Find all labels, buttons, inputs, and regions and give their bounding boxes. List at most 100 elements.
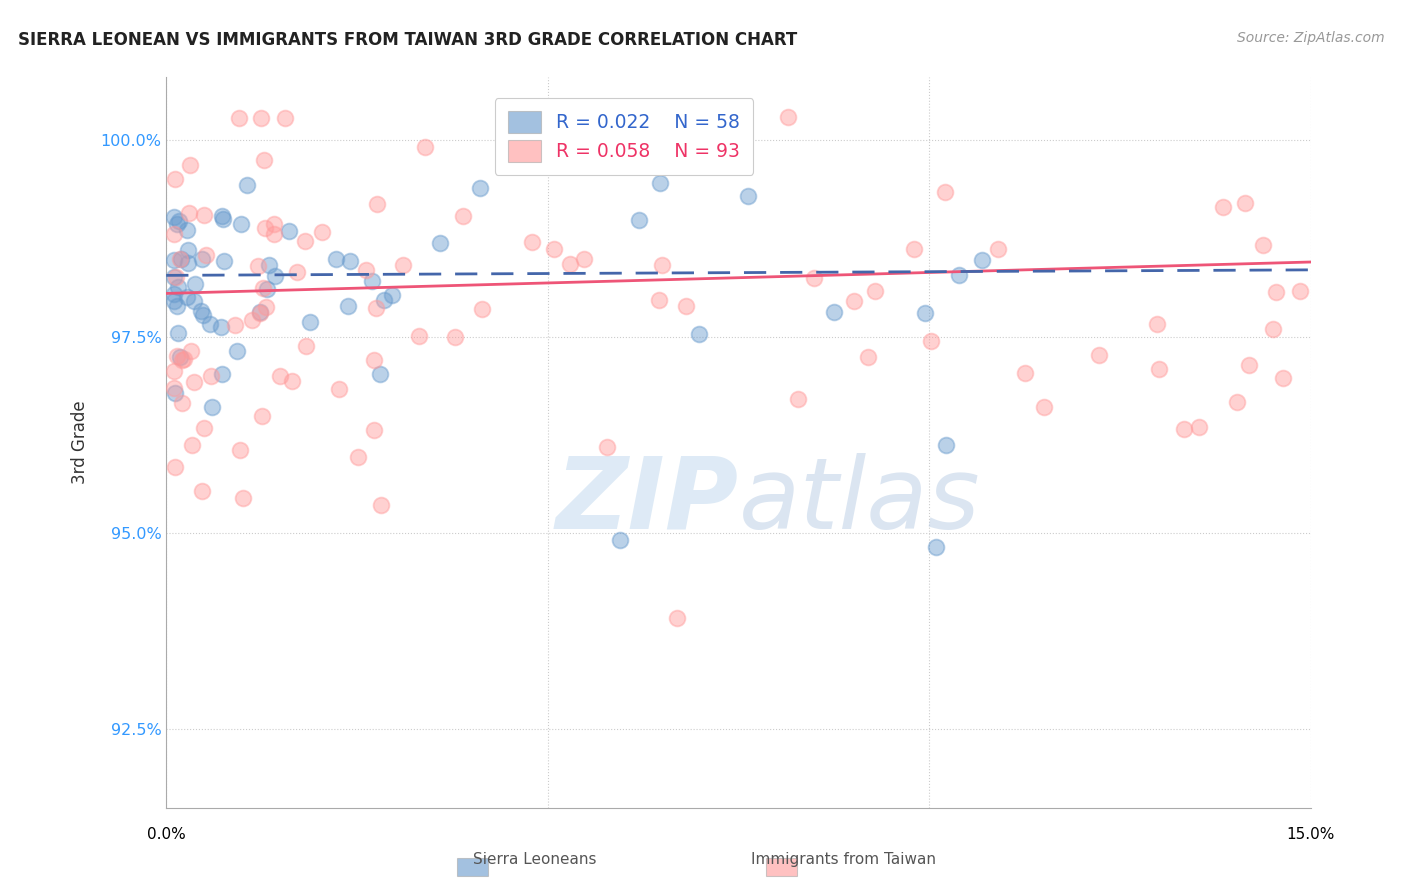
Point <box>370 498 392 512</box>
Point <box>166 349 188 363</box>
Point <box>429 235 451 250</box>
Point <box>920 334 942 348</box>
Point <box>628 213 651 227</box>
Point <box>1014 366 1036 380</box>
Point <box>247 259 270 273</box>
Point <box>311 226 333 240</box>
Point <box>191 483 214 498</box>
Point <box>1233 195 1256 210</box>
Point <box>176 290 198 304</box>
Point <box>274 111 297 125</box>
Point <box>253 153 276 168</box>
Point <box>184 277 207 292</box>
Point <box>803 271 825 285</box>
Point <box>471 301 494 316</box>
Text: ZIP: ZIP <box>555 452 738 549</box>
Point <box>1289 284 1312 298</box>
Point <box>935 438 957 452</box>
Point <box>470 181 492 195</box>
Point <box>1212 200 1234 214</box>
Point <box>252 281 274 295</box>
Text: atlas: atlas <box>738 452 980 549</box>
Point <box>193 208 215 222</box>
Point <box>354 263 377 277</box>
Point <box>231 218 253 232</box>
Point <box>392 258 415 272</box>
Point <box>710 110 733 124</box>
Point <box>166 217 188 231</box>
Text: Immigrants from Taiwan: Immigrants from Taiwan <box>751 852 936 867</box>
Point <box>856 350 879 364</box>
Point <box>212 254 235 268</box>
Point <box>1088 348 1111 362</box>
Point <box>165 459 187 474</box>
Text: 0.0%: 0.0% <box>146 828 186 842</box>
Point <box>253 220 276 235</box>
Point <box>201 400 224 414</box>
Point <box>520 235 543 249</box>
Point <box>235 178 257 193</box>
Point <box>1261 322 1284 336</box>
Point <box>163 253 186 268</box>
Point <box>325 252 347 267</box>
Point <box>169 350 191 364</box>
Point <box>172 353 194 368</box>
Point <box>249 305 271 319</box>
Point <box>648 293 671 307</box>
Point <box>225 344 247 359</box>
Point <box>180 344 202 359</box>
Point <box>572 252 595 266</box>
Point <box>294 339 316 353</box>
Point <box>361 274 384 288</box>
Point <box>209 320 232 334</box>
Point <box>165 385 187 400</box>
Point <box>200 369 222 384</box>
Point <box>257 259 280 273</box>
Point <box>364 301 387 315</box>
Point <box>368 368 391 382</box>
Point <box>163 294 186 309</box>
Point <box>180 437 202 451</box>
Point <box>166 279 188 293</box>
Point <box>986 243 1008 257</box>
Point <box>1239 358 1261 372</box>
Point <box>169 252 191 267</box>
Point <box>163 269 186 284</box>
Point <box>212 211 235 226</box>
Point <box>1032 400 1054 414</box>
Point <box>285 265 308 279</box>
Point <box>177 243 200 257</box>
Point <box>193 421 215 435</box>
Point <box>363 424 385 438</box>
Point <box>229 442 252 457</box>
Point <box>609 533 631 548</box>
Point <box>252 409 274 423</box>
Point <box>193 308 215 322</box>
Legend: R = 0.022    N = 58, R = 0.058    N = 93: R = 0.022 N = 58, R = 0.058 N = 93 <box>495 98 754 175</box>
Point <box>163 211 186 225</box>
Point <box>737 188 759 202</box>
Point <box>363 353 385 368</box>
Text: 15.0%: 15.0% <box>1286 828 1334 842</box>
Point <box>211 367 233 381</box>
Point <box>1147 361 1170 376</box>
Point <box>256 282 278 296</box>
Point <box>914 306 936 320</box>
Point <box>1146 318 1168 332</box>
Point <box>269 368 291 383</box>
Point <box>339 253 361 268</box>
Point <box>228 111 250 125</box>
Point <box>1188 420 1211 434</box>
Point <box>934 185 956 199</box>
Point <box>281 374 304 388</box>
Point <box>163 227 186 242</box>
Point <box>190 252 212 267</box>
Point <box>163 381 186 395</box>
Point <box>451 209 474 223</box>
Text: SIERRA LEONEAN VS IMMIGRANTS FROM TAIWAN 3RD GRADE CORRELATION CHART: SIERRA LEONEAN VS IMMIGRANTS FROM TAIWAN… <box>18 31 797 49</box>
Point <box>194 248 217 262</box>
Point <box>347 450 370 464</box>
Point <box>294 234 316 248</box>
Point <box>298 315 321 329</box>
Point <box>263 218 285 232</box>
